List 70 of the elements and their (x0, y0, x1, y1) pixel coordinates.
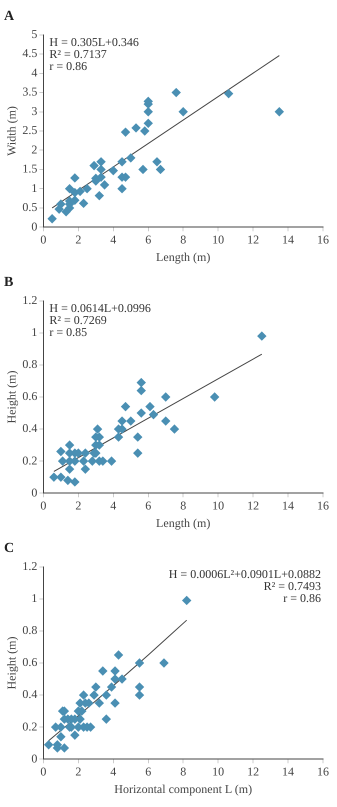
chart-title: B (4, 275, 14, 290)
annotation: R² = 0.7493 (264, 578, 321, 593)
x-tick-label: 8 (180, 764, 186, 779)
x-tick-label: 0 (40, 498, 46, 513)
y-tick-label: 0.4 (22, 421, 38, 436)
x-tick-label: 4 (110, 232, 116, 247)
x-tick-label: 12 (247, 232, 260, 247)
y-axis-title: Width (m) (4, 106, 18, 156)
y-tick-label: 0.2 (22, 719, 38, 734)
x-tick-label: 16 (317, 232, 329, 247)
x-tick-label: 0 (40, 764, 46, 779)
y-tick-label: 3.5 (22, 84, 38, 99)
y-tick-label: 0.4 (22, 687, 38, 702)
annotation: H = 0.0006L²+0.0901L+0.0882 (168, 566, 321, 581)
x-tick-label: 10 (212, 764, 224, 779)
y-tick-label: 0 (31, 751, 38, 766)
y-tick-label: 0.8 (22, 623, 38, 638)
x-tick-label: 12 (247, 498, 260, 513)
y-tick-label: 1 (31, 325, 38, 340)
y-tick-label: 0.6 (22, 389, 38, 404)
annotation: H = 0.305L+0.346 (49, 34, 139, 49)
y-axis-title: Height (m) (4, 370, 18, 424)
y-tick-label: 0 (31, 485, 38, 500)
annotation: R² = 0.7269 (49, 312, 107, 327)
chart-title: C (4, 541, 14, 556)
x-tick-label: 14 (282, 498, 294, 513)
x-tick-label: 16 (317, 498, 329, 513)
x-tick-label: 12 (247, 764, 260, 779)
x-tick-label: 10 (212, 498, 224, 513)
x-tick-label: 6 (145, 764, 152, 779)
y-tick-label: 0.8 (22, 357, 38, 372)
x-tick-label: 8 (180, 232, 186, 247)
y-tick-label: 0.6 (22, 655, 38, 670)
x-tick-label: 14 (282, 764, 294, 779)
x-tick-label: 0 (40, 232, 46, 247)
y-tick-label: 2.5 (22, 123, 38, 138)
chart-title: A (4, 9, 15, 24)
x-tick-label: 4 (110, 498, 116, 513)
y-tick-label: 0 (31, 219, 38, 234)
y-tick-label: 3 (31, 104, 38, 118)
y-axis-title: Height (m) (4, 636, 18, 690)
x-tick-label: 6 (145, 498, 152, 513)
x-axis-title: Length (m) (156, 516, 210, 530)
x-tick-label: 2 (75, 498, 82, 513)
x-tick-label: 16 (317, 764, 329, 779)
y-tick-label: 2 (31, 142, 38, 156)
annotation: H = 0.0614L+0.0996 (49, 300, 151, 315)
x-tick-label: 10 (212, 232, 224, 247)
annotation: r = 0.85 (49, 324, 88, 339)
y-tick-label: 0.5 (22, 200, 38, 214)
y-tick-label: 0.2 (22, 453, 38, 468)
y-tick-label: 4 (31, 65, 38, 80)
annotation: r = 0.86 (283, 590, 321, 605)
x-tick-label: 14 (282, 232, 294, 247)
x-tick-label: 6 (145, 232, 152, 247)
annotation: r = 0.86 (49, 58, 88, 73)
y-tick-label: 4.5 (22, 46, 38, 60)
y-tick-label: 5 (31, 26, 38, 41)
x-tick-label: 2 (75, 764, 82, 779)
x-tick-label: 4 (110, 764, 116, 779)
y-tick-label: 1 (31, 180, 38, 195)
y-tick-label: 1 (31, 591, 38, 606)
y-tick-label: 1.2 (22, 558, 38, 573)
x-axis-title: Horizontal component L (m) (114, 782, 252, 796)
y-tick-label: 1.5 (22, 162, 38, 176)
x-tick-label: 2 (75, 232, 82, 247)
x-axis-title: Length (m) (156, 250, 210, 264)
x-tick-label: 8 (180, 498, 186, 513)
y-tick-label: 1.2 (22, 292, 38, 307)
annotation: R² = 0.7137 (49, 46, 107, 61)
